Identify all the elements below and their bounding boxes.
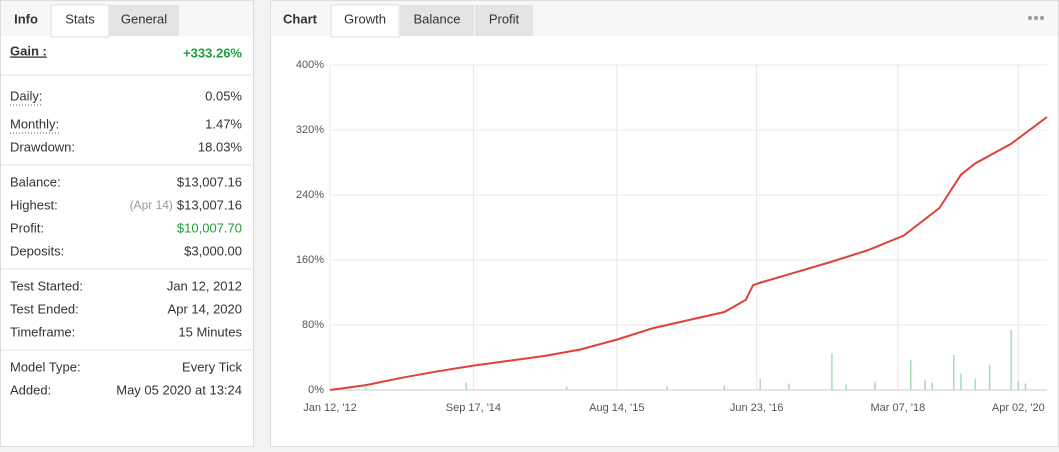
x-tick-label: Apr 02, '20 — [992, 402, 1045, 414]
x-tick-label: Mar 07, '18 — [871, 402, 926, 414]
volume-bar — [565, 386, 568, 390]
stat-value: 1.47% — [205, 116, 242, 131]
stat-label: Daily: — [10, 88, 43, 103]
volume-bar — [465, 382, 467, 390]
dot — [1034, 16, 1038, 20]
tab-bg — [400, 5, 474, 36]
tab[interactable]: General — [121, 11, 167, 26]
x-tick-label: Jan 12, '12 — [303, 402, 356, 414]
stat-value: $13,007.16 — [177, 197, 242, 212]
y-tick-label: 80% — [302, 319, 324, 331]
stat-value: 15 Minutes — [178, 324, 242, 339]
tab[interactable]: Profit — [489, 11, 520, 26]
stat-note: (Apr 14) — [130, 198, 173, 212]
x-tick-label: Aug 14, '15 — [589, 402, 644, 414]
volume-bar — [723, 385, 726, 390]
volume-bar — [788, 383, 790, 390]
x-tick-label: Sep 17, '14 — [446, 402, 501, 414]
y-tick-label: 0% — [308, 384, 324, 396]
tab-bg — [475, 5, 533, 36]
stat-label: Timeframe: — [10, 324, 75, 339]
tab[interactable]: Stats — [65, 11, 95, 26]
growth-line — [329, 116, 1048, 391]
y-tick-label: 160% — [296, 254, 324, 266]
volume-bar — [1010, 329, 1012, 390]
dot — [1028, 16, 1032, 20]
volume-bar — [831, 353, 833, 390]
stat-label: Monthly: — [10, 116, 59, 131]
volume-bar — [845, 384, 847, 390]
volume-bar — [924, 380, 926, 390]
stat-label: Deposits: — [10, 243, 64, 258]
tab[interactable]: Chart — [283, 11, 318, 26]
stat-value: 18.03% — [198, 139, 243, 154]
stat-value: Every Tick — [182, 359, 242, 374]
stat-value: $13,007.16 — [177, 174, 242, 189]
volume-bar — [666, 385, 668, 390]
stat-value: Apr 14, 2020 — [168, 301, 242, 316]
y-tick-label: 400% — [296, 59, 324, 71]
tab-bg — [109, 5, 179, 36]
volume-bar — [974, 378, 977, 390]
tab[interactable]: Growth — [344, 11, 386, 26]
volume-bar — [1017, 381, 1020, 390]
volume-bar — [953, 355, 955, 390]
volume-bar — [910, 359, 912, 390]
volume-bar — [1024, 383, 1027, 390]
gain-label: Gain : — [10, 43, 47, 58]
volume-bar — [365, 387, 367, 390]
y-tick-label: 240% — [296, 189, 324, 201]
stat-value: May 05 2020 at 13:24 — [116, 382, 242, 397]
volume-bar — [759, 378, 761, 390]
stat-label: Model Type: — [10, 359, 81, 374]
volume-bar — [988, 364, 991, 390]
stat-label: Added: — [10, 382, 51, 397]
stat-label: Test Started: — [10, 278, 83, 293]
stat-value: $10,007.70 — [177, 220, 242, 235]
volume-bar — [931, 382, 934, 390]
tab[interactable]: Balance — [414, 11, 461, 26]
stat-label: Balance: — [10, 174, 61, 189]
volume-bar — [874, 381, 876, 390]
stat-label: Profit: — [10, 220, 44, 235]
tab-bg — [330, 4, 400, 38]
dot — [1040, 16, 1044, 20]
stat-label: Test Ended: — [10, 301, 79, 316]
gain-value: +333.26% — [183, 45, 242, 60]
more-icon[interactable] — [1028, 16, 1044, 20]
stat-value: $3,000.00 — [184, 243, 242, 258]
stat-value: 0.05% — [205, 88, 242, 103]
chart-panel — [270, 0, 1059, 447]
stat-label: Highest: — [10, 197, 58, 212]
stat-label: Drawdown: — [10, 139, 75, 154]
x-tick-label: Jun 23, '16 — [730, 402, 783, 414]
tab[interactable]: Info — [14, 11, 38, 26]
volume-bar — [960, 373, 962, 390]
y-tick-label: 320% — [296, 124, 324, 136]
stat-value: Jan 12, 2012 — [167, 278, 242, 293]
